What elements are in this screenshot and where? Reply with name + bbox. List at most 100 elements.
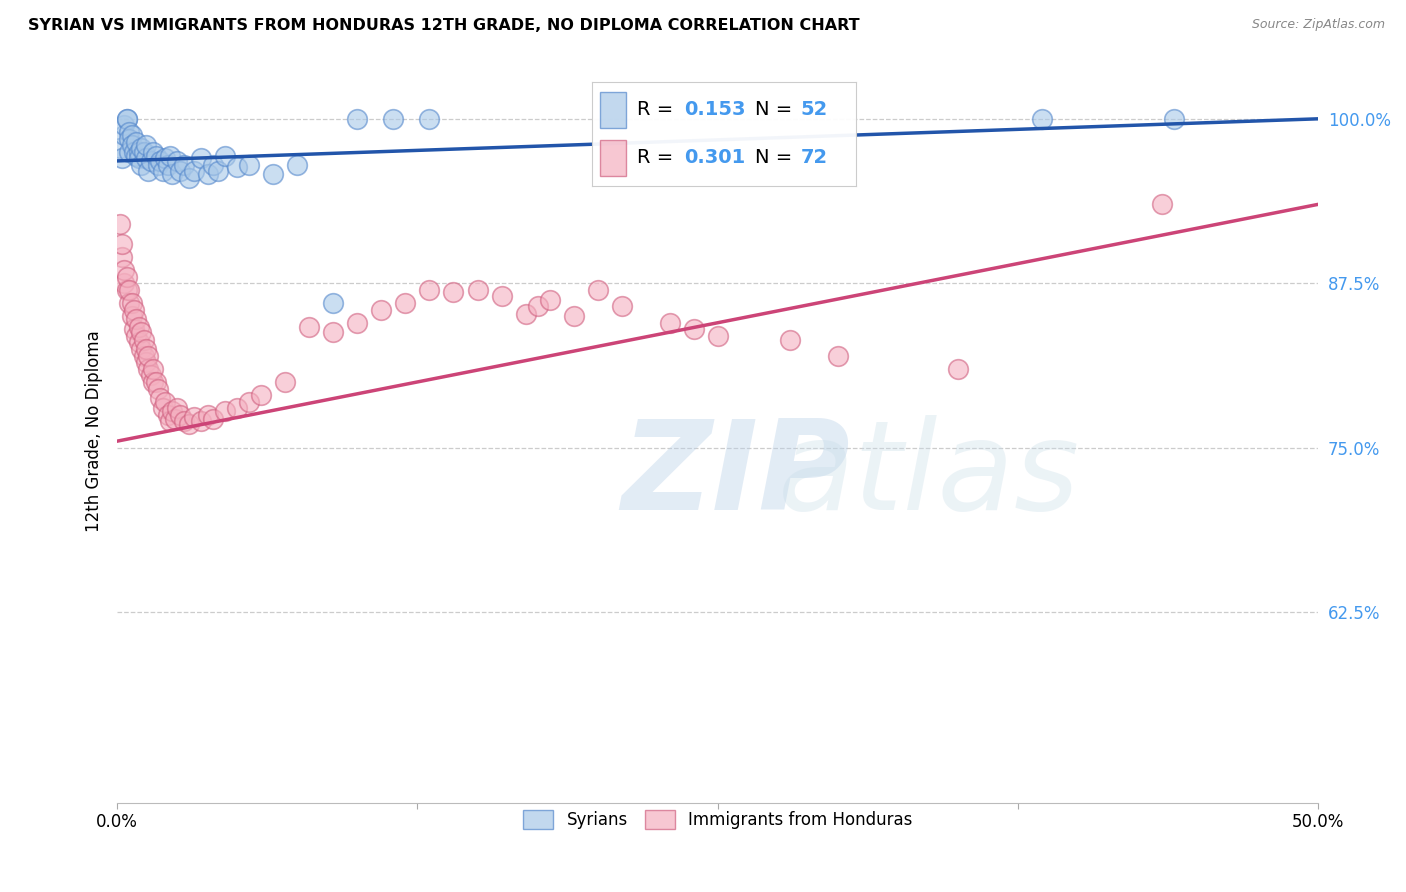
Point <box>214 148 236 162</box>
Point <box>946 361 969 376</box>
Point <box>382 112 405 126</box>
Text: Source: ZipAtlas.com: Source: ZipAtlas.com <box>1251 18 1385 31</box>
Y-axis label: 12th Grade, No Diploma: 12th Grade, No Diploma <box>86 330 103 533</box>
Point <box>202 158 225 172</box>
Point <box>149 391 172 405</box>
Point <box>190 151 212 165</box>
Point <box>285 158 308 172</box>
Point <box>779 333 801 347</box>
Point <box>238 158 260 172</box>
Point <box>145 375 167 389</box>
Point <box>128 319 150 334</box>
Point <box>526 299 548 313</box>
Point <box>1152 197 1174 211</box>
Point <box>135 355 157 369</box>
Point <box>129 342 152 356</box>
Point <box>121 128 143 142</box>
Point <box>122 322 145 336</box>
Point <box>250 388 273 402</box>
Point <box>128 145 150 159</box>
Point <box>115 283 138 297</box>
Legend: Syrians, Immigrants from Honduras: Syrians, Immigrants from Honduras <box>516 803 920 836</box>
Point <box>111 250 134 264</box>
Point <box>346 112 368 126</box>
Point <box>467 283 489 297</box>
Point <box>152 164 174 178</box>
Point <box>125 136 148 150</box>
Point <box>108 141 131 155</box>
Point <box>418 283 440 297</box>
Point <box>1031 112 1053 126</box>
Point <box>121 138 143 153</box>
Point <box>108 217 131 231</box>
Point <box>145 148 167 162</box>
Point <box>586 283 609 297</box>
Text: SYRIAN VS IMMIGRANTS FROM HONDURAS 12TH GRADE, NO DIPLOMA CORRELATION CHART: SYRIAN VS IMMIGRANTS FROM HONDURAS 12TH … <box>28 18 859 33</box>
Point <box>118 145 141 159</box>
Point <box>156 408 179 422</box>
Point <box>346 316 368 330</box>
Point <box>149 153 172 168</box>
Point <box>112 128 135 142</box>
Point <box>197 408 219 422</box>
Point <box>129 141 152 155</box>
Point <box>169 164 191 178</box>
Point <box>118 131 141 145</box>
Point <box>183 410 205 425</box>
Point <box>706 329 728 343</box>
Point <box>125 148 148 162</box>
Point <box>138 349 160 363</box>
Point <box>121 296 143 310</box>
Point <box>610 299 633 313</box>
Point <box>121 309 143 323</box>
Point <box>166 401 188 416</box>
Point <box>152 401 174 416</box>
Point <box>155 394 177 409</box>
Point <box>394 296 416 310</box>
Point <box>169 408 191 422</box>
Point <box>112 277 135 291</box>
Point <box>274 375 297 389</box>
Point <box>1163 112 1185 126</box>
Point <box>142 361 165 376</box>
Point <box>122 302 145 317</box>
Point <box>159 414 181 428</box>
Point <box>112 119 135 133</box>
Point <box>562 309 585 323</box>
Point <box>418 112 440 126</box>
Point <box>115 269 138 284</box>
Point <box>139 153 162 168</box>
Point <box>197 167 219 181</box>
Point <box>146 158 169 172</box>
Point <box>183 164 205 178</box>
Point <box>118 296 141 310</box>
Point <box>214 404 236 418</box>
Point <box>132 333 155 347</box>
Point <box>166 153 188 168</box>
Point <box>142 375 165 389</box>
Point <box>132 349 155 363</box>
Text: ZIP: ZIP <box>621 416 851 536</box>
Point <box>132 145 155 159</box>
Point <box>146 382 169 396</box>
Point <box>115 112 138 126</box>
Point <box>658 316 681 330</box>
Point <box>125 329 148 343</box>
Point <box>111 236 134 251</box>
Point <box>138 164 160 178</box>
Point <box>118 283 141 297</box>
Point <box>322 296 344 310</box>
Point <box>179 171 201 186</box>
Point <box>159 148 181 162</box>
Point <box>173 158 195 172</box>
Point <box>207 164 229 178</box>
Point <box>118 125 141 139</box>
Point <box>142 145 165 159</box>
Point <box>515 306 537 320</box>
Point <box>370 302 392 317</box>
Point <box>322 325 344 339</box>
Point <box>443 285 465 300</box>
Point <box>163 411 186 425</box>
Point <box>682 322 704 336</box>
Point <box>190 414 212 428</box>
